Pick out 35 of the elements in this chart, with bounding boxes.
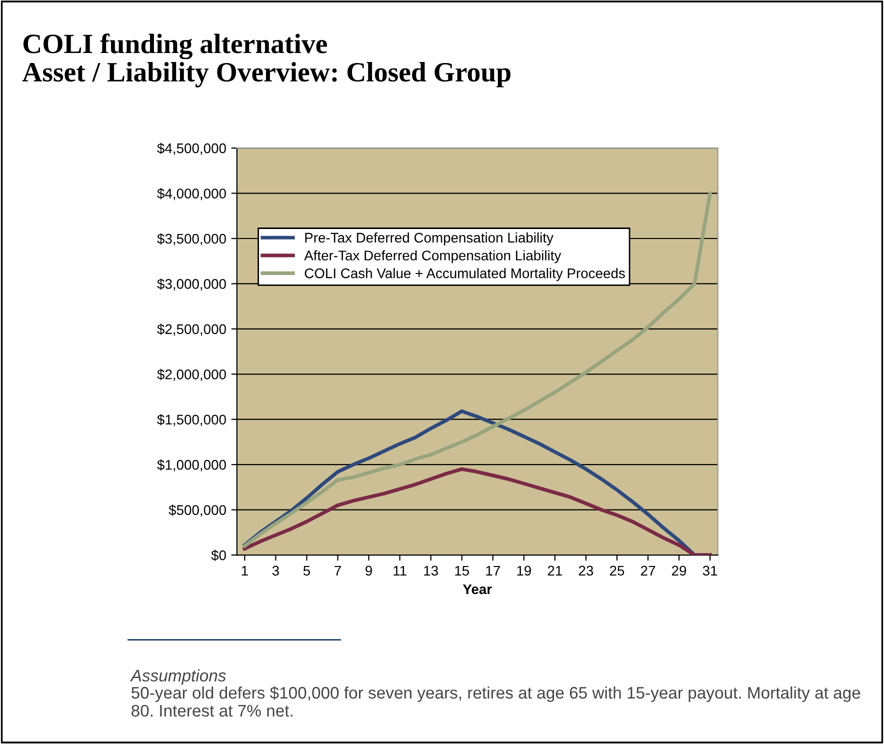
legend-label: Pre-Tax Deferred Compensation Liability [305, 232, 554, 246]
x-tick-label: 5 [303, 566, 310, 576]
x-tick-label: 11 [394, 566, 406, 576]
y-tick-label: $1,000,000 [157, 459, 226, 472]
x-tick-label: 7 [334, 566, 341, 576]
y-tick-label: $4,000,000 [157, 188, 226, 200]
x-axis-title: Year [462, 584, 492, 594]
chart-title: COLI funding alternative Asset / Liability Overview: Closed Group [22, 33, 510, 88]
y-tick-label: $1,500,000 [157, 414, 226, 426]
x-tick-label: 25 [610, 566, 624, 576]
x-tick-label: 21 [548, 566, 562, 576]
x-tick-label: 27 [640, 566, 656, 576]
y-tick-label: $4,500,000 [157, 142, 226, 155]
x-tick-label: 15 [455, 566, 469, 576]
y-tick-label: $2,500,000 [157, 324, 226, 336]
x-tick-label: 1 [242, 566, 248, 576]
text: 50-year old defers $100,000 for seven years, retires at age 65 with 15-year payout. Mortality at age 80. Interest at 7% net. [132, 686, 860, 717]
x-tick-label: 29 [672, 566, 686, 576]
text: Assumptions [130, 669, 226, 685]
x-tick-label: 31 [702, 566, 718, 576]
x-tick-label: 9 [366, 566, 372, 576]
x-tick-label: 3 [272, 566, 279, 576]
x-tick-label: 17 [486, 566, 500, 576]
x-tick-label: 19 [517, 566, 531, 576]
legend-label: After-Tax Deferred Compensation Liability [304, 250, 562, 264]
y-tick-label: $3,500,000 [157, 233, 226, 246]
y-tick-label: $3,000,000 [157, 278, 226, 291]
x-tick-label: 13 [424, 566, 438, 576]
line-series [242, 467, 712, 556]
legend-label: COLI Cash Value + Accumulated Mortality Proceeds [304, 268, 625, 281]
y-tick-label: $2,000,000 [157, 368, 226, 381]
y-tick-label: $500,000 [168, 504, 226, 517]
y-tick-label: $0 [211, 550, 226, 562]
line-series [242, 191, 712, 548]
x-tick-label: 23 [578, 566, 594, 576]
